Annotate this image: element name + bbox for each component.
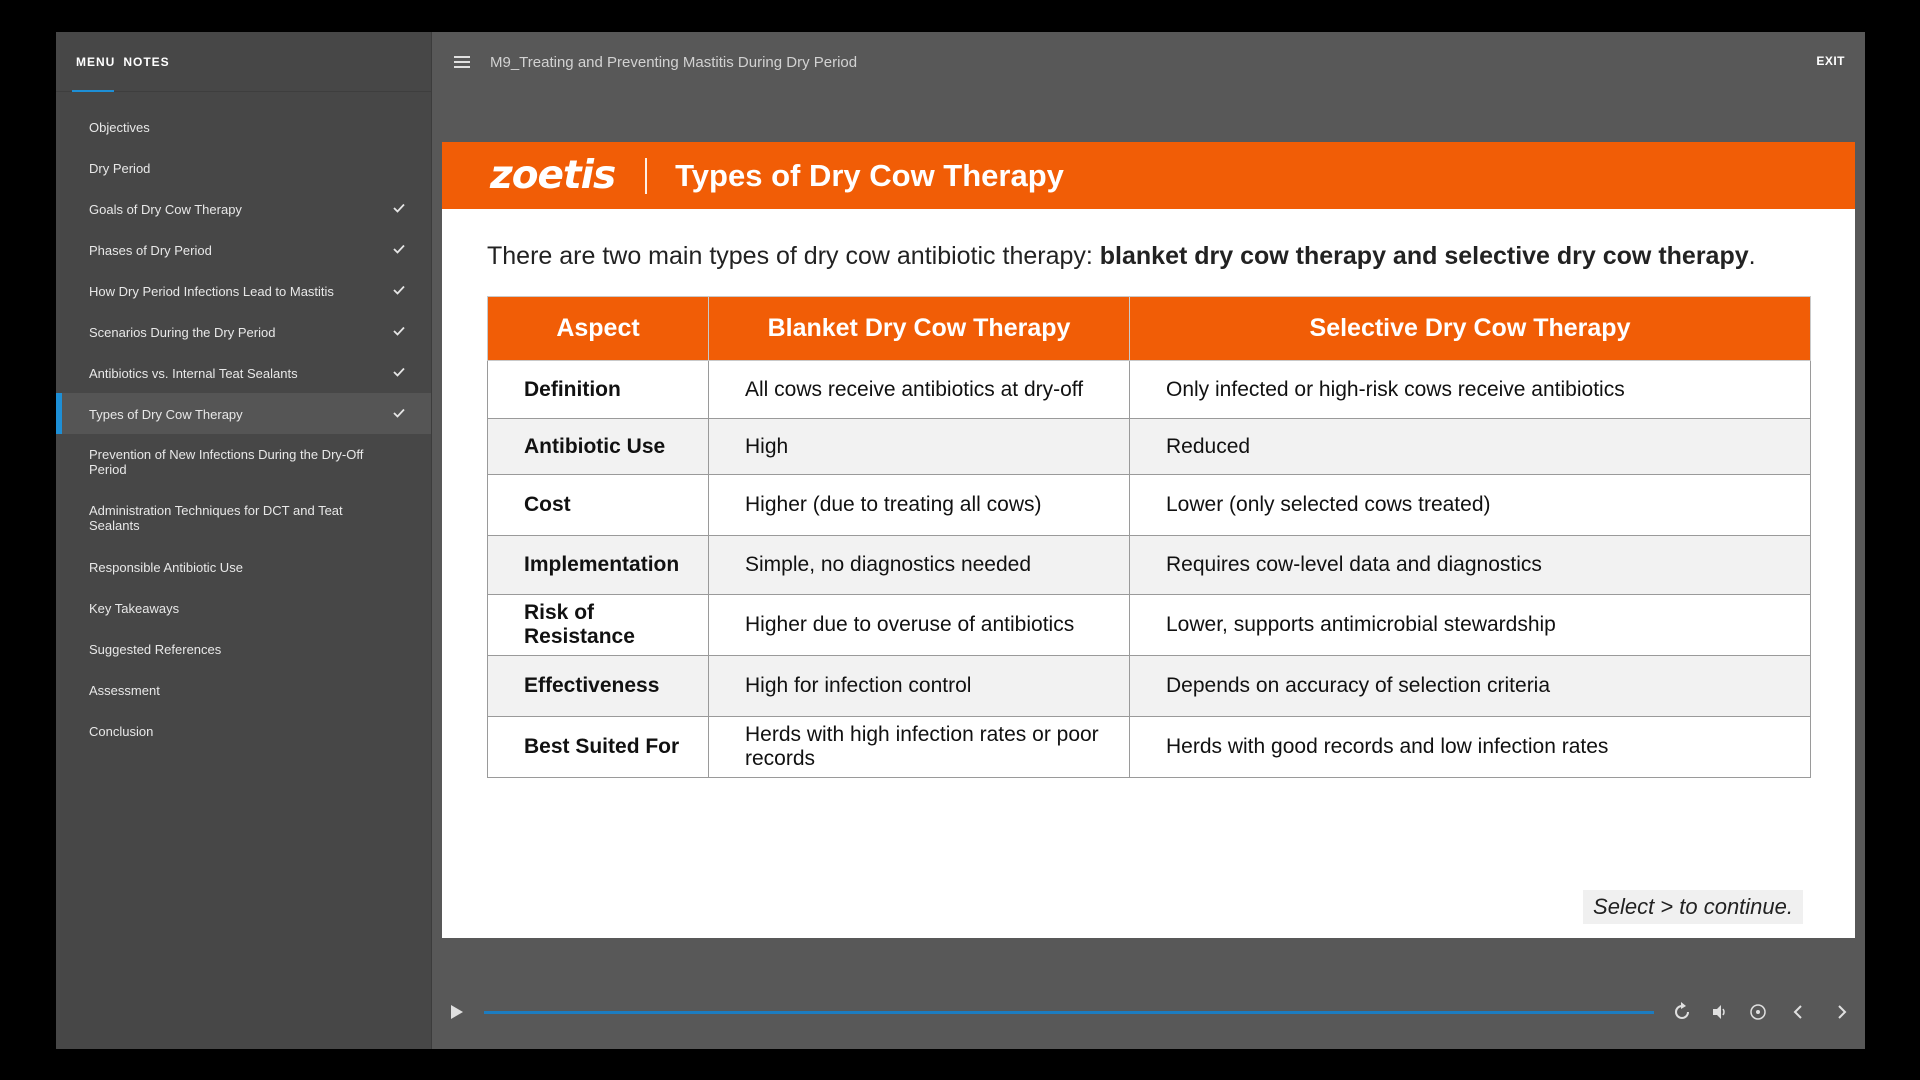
sidebar-item[interactable]: Key Takeaways xyxy=(56,587,431,628)
table-row: Definition All cows receive antibiotics a… xyxy=(487,360,1811,419)
table-row: Implementation Simple, no diagnostics nee… xyxy=(487,535,1811,595)
tab-notes[interactable]: NOTES xyxy=(123,54,170,69)
table-row: Antibiotic Use High Reduced xyxy=(487,418,1811,475)
check-icon xyxy=(393,244,405,254)
selective-cell: Depends on accuracy of selection criteri… xyxy=(1129,655,1811,717)
aspect-cell: Antibiotic Use xyxy=(487,418,709,475)
sidebar-item-label: How Dry Period Infections Lead to Mastit… xyxy=(89,283,334,299)
table-row: Effectiveness High for infection control D… xyxy=(487,655,1811,717)
check-icon xyxy=(393,326,405,336)
blanket-cell: Higher due to overuse of antibiotics xyxy=(708,594,1130,656)
blanket-cell: All cows receive antibiotics at dry-off xyxy=(708,360,1130,419)
sidebar-item-label: Goals of Dry Cow Therapy xyxy=(89,201,242,217)
sidebar: MENU NOTES Objectives Dry Period Goals of … xyxy=(56,32,432,1049)
intro-bold: blanket dry cow therapy and selective dr… xyxy=(1099,242,1749,270)
sidebar-item-label: Assessment xyxy=(89,682,160,698)
sidebar-tabs: MENU NOTES xyxy=(56,32,431,92)
course-title: M9_Treating and Preventing Mastitis Duri… xyxy=(490,53,858,71)
selective-cell: Reduced xyxy=(1129,418,1811,475)
intro-end: . xyxy=(1748,242,1756,270)
sidebar-item[interactable]: Conclusion xyxy=(56,710,431,751)
sidebar-item[interactable]: Goals of Dry Cow Therapy xyxy=(56,188,431,229)
sidebar-item-label: Antibiotics vs. Internal Teat Sealants xyxy=(89,365,298,381)
sidebar-item[interactable]: Phases of Dry Period xyxy=(56,229,431,270)
sidebar-item[interactable]: Responsible Antibiotic Use xyxy=(56,546,431,587)
header-divider xyxy=(645,157,648,194)
sidebar-item[interactable]: Prevention of New Infections During the … xyxy=(56,434,431,490)
selective-cell: Lower (only selected cows treated) xyxy=(1129,474,1811,536)
aspect-cell: Risk of Resistance xyxy=(487,594,709,656)
menu-list: Objectives Dry Period Goals of Dry Cow The… xyxy=(56,92,431,751)
blanket-cell: High for infection control xyxy=(708,655,1130,717)
hamburger-icon[interactable] xyxy=(454,55,472,69)
sidebar-item-label: Key Takeaways xyxy=(89,600,180,616)
sidebar-item-label: Scenarios During the Dry Period xyxy=(89,324,276,340)
sidebar-item[interactable]: Suggested References xyxy=(56,628,431,669)
header-selective: Selective Dry Cow Therapy xyxy=(1129,296,1811,361)
aspect-cell: Implementation xyxy=(487,535,709,595)
progress-bar[interactable] xyxy=(484,1011,1654,1014)
aspect-cell: Cost xyxy=(487,474,709,536)
zoetis-logo: zoetis xyxy=(490,153,616,198)
table-row: Best Suited For Herds with high infection… xyxy=(487,716,1811,778)
tab-menu[interactable]: MENU xyxy=(76,54,116,69)
sidebar-item[interactable]: Types of Dry Cow Therapy xyxy=(56,393,431,434)
sidebar-item[interactable]: Assessment xyxy=(56,669,431,710)
sidebar-item-label: Prevention of New Infections During the … xyxy=(89,447,364,477)
sidebar-item-label: Objectives xyxy=(89,119,150,135)
playback-controls xyxy=(432,992,1865,1032)
therapy-comparison-table: Aspect Blanket Dry Cow Therapy Selective… xyxy=(487,296,1811,778)
slide-title: Types of Dry Cow Therapy xyxy=(675,157,1064,193)
chevron-left-icon[interactable] xyxy=(1788,1002,1808,1022)
slide: zoetis Types of Dry Cow Therapy There ar… xyxy=(442,142,1855,938)
play-icon[interactable] xyxy=(446,1002,466,1022)
intro-plain: There are two main types of dry cow anti… xyxy=(487,242,1100,270)
sidebar-item-label: Dry Period xyxy=(89,160,151,176)
sidebar-item[interactable]: Administration Techniques for DCT and Te… xyxy=(56,490,431,546)
sidebar-item[interactable]: Scenarios During the Dry Period xyxy=(56,311,431,352)
aspect-cell: Definition xyxy=(487,360,709,419)
continue-hint: Select > to continue. xyxy=(1583,890,1803,924)
sidebar-item[interactable]: Objectives xyxy=(56,106,431,147)
blanket-cell: Simple, no diagnostics needed xyxy=(708,535,1130,595)
sidebar-item-label: Administration Techniques for DCT and Te… xyxy=(89,503,343,533)
slide-header: zoetis Types of Dry Cow Therapy xyxy=(442,142,1855,209)
sidebar-item[interactable]: Dry Period xyxy=(56,147,431,188)
selective-cell: Lower, supports antimicrobial stewardshi… xyxy=(1129,594,1811,656)
top-bar: M9_Treating and Preventing Mastitis Duri… xyxy=(432,32,1865,92)
volume-icon[interactable] xyxy=(1710,1002,1730,1022)
active-tab-indicator xyxy=(72,90,114,92)
selective-cell: Only infected or high-risk cows receive … xyxy=(1129,360,1811,419)
sidebar-item[interactable]: How Dry Period Infections Lead to Mastit… xyxy=(56,270,431,311)
sidebar-item[interactable]: Antibiotics vs. Internal Teat Sealants xyxy=(56,352,431,393)
course-player: MENU NOTES Objectives Dry Period Goals of … xyxy=(56,32,1865,1049)
chevron-right-icon[interactable] xyxy=(1832,1002,1852,1022)
check-icon xyxy=(393,203,405,213)
intro-text: There are two main types of dry cow anti… xyxy=(487,242,1756,271)
replay-icon[interactable] xyxy=(1672,1002,1692,1022)
aspect-cell: Best Suited For xyxy=(487,716,709,778)
sidebar-item-label: Responsible Antibiotic Use xyxy=(89,559,243,575)
exit-button[interactable]: EXIT xyxy=(1816,54,1845,68)
sidebar-item-label: Types of Dry Cow Therapy xyxy=(89,406,243,422)
blanket-cell: Higher (due to treating all cows) xyxy=(708,474,1130,536)
table-row: Risk of Resistance Higher due to overuse … xyxy=(487,594,1811,656)
table-header-row: Aspect Blanket Dry Cow Therapy Selective… xyxy=(487,296,1811,361)
table-row: Cost Higher (due to treating all cows) Low… xyxy=(487,474,1811,536)
check-icon xyxy=(393,367,405,377)
sidebar-item-label: Suggested References xyxy=(89,641,222,657)
sidebar-item-label: Phases of Dry Period xyxy=(89,242,212,258)
check-icon xyxy=(393,408,405,418)
selective-cell: Herds with good records and low infectio… xyxy=(1129,716,1811,778)
blanket-cell: High xyxy=(708,418,1130,475)
selective-cell: Requires cow-level data and diagnostics xyxy=(1129,535,1811,595)
aspect-cell: Effectiveness xyxy=(487,655,709,717)
header-aspect: Aspect xyxy=(487,296,709,361)
check-icon xyxy=(393,285,405,295)
captions-icon[interactable] xyxy=(1748,1002,1768,1022)
blanket-cell: Herds with high infection rates or poor … xyxy=(708,716,1130,778)
header-blanket: Blanket Dry Cow Therapy xyxy=(708,296,1130,361)
sidebar-item-label: Conclusion xyxy=(89,723,154,739)
